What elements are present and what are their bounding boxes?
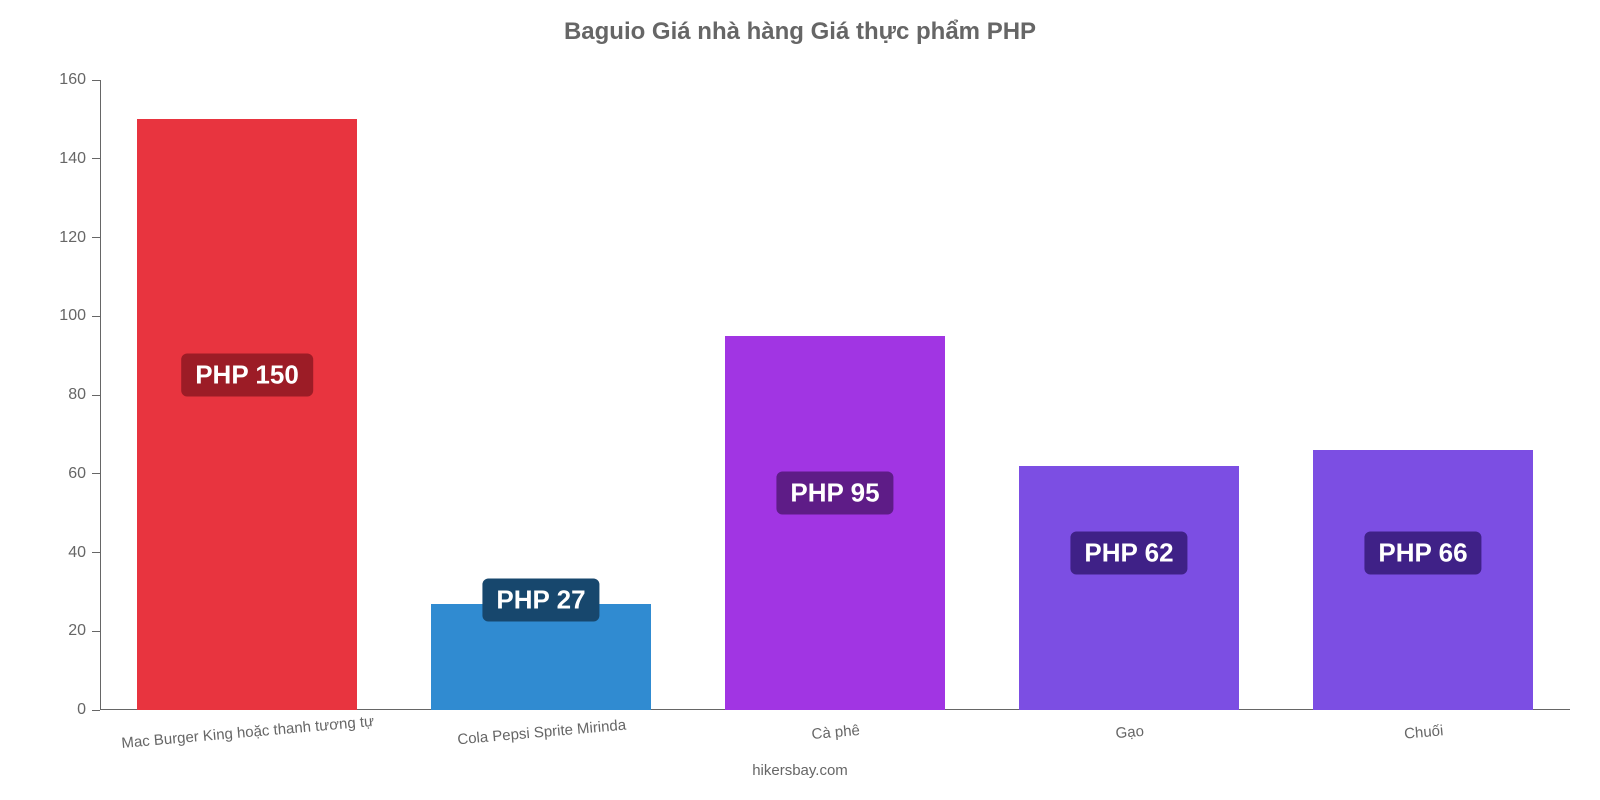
y-tick	[92, 473, 100, 474]
y-tick	[92, 80, 100, 81]
y-tick-label: 140	[26, 150, 86, 168]
y-tick-label: 60	[26, 465, 86, 483]
y-tick	[92, 158, 100, 159]
y-tick	[92, 316, 100, 317]
value-badge: PHP 66	[1364, 531, 1481, 574]
y-axis-line	[100, 80, 101, 710]
y-tick-label: 40	[26, 544, 86, 562]
y-tick	[92, 395, 100, 396]
bar: PHP 150	[137, 119, 358, 710]
bar: PHP 66	[1313, 450, 1534, 710]
attribution-text: hikersbay.com	[0, 762, 1600, 779]
x-tick-label: Gạo	[1115, 723, 1145, 742]
value-badge: PHP 62	[1070, 531, 1187, 574]
value-badge: PHP 27	[482, 578, 599, 621]
chart-container: Baguio Giá nhà hàng Giá thực phẩm PHP 02…	[0, 0, 1600, 800]
x-tick-label: Chuối	[1403, 722, 1444, 742]
x-tick-label: Mac Burger King hoặc thanh tương tự	[121, 713, 375, 752]
x-tick-label: Cà phê	[811, 722, 861, 743]
y-tick-label: 160	[26, 71, 86, 89]
bar: PHP 95	[725, 336, 946, 710]
chart-title: Baguio Giá nhà hàng Giá thực phẩm PHP	[0, 18, 1600, 46]
value-badge: PHP 95	[776, 472, 893, 515]
y-tick-label: 100	[26, 307, 86, 325]
y-tick-label: 20	[26, 622, 86, 640]
bar: PHP 62	[1019, 466, 1240, 710]
y-tick-label: 120	[26, 229, 86, 247]
y-tick-label: 0	[26, 701, 86, 719]
plot-area: 020406080100120140160PHP 150Mac Burger K…	[100, 80, 1570, 710]
y-tick	[92, 237, 100, 238]
value-badge: PHP 150	[181, 354, 313, 397]
y-tick-label: 80	[26, 386, 86, 404]
y-tick	[92, 552, 100, 553]
x-tick-label: Cola Pepsi Sprite Mirinda	[457, 717, 627, 749]
bar: PHP 27	[431, 604, 652, 710]
y-tick	[92, 631, 100, 632]
y-tick	[92, 710, 100, 711]
